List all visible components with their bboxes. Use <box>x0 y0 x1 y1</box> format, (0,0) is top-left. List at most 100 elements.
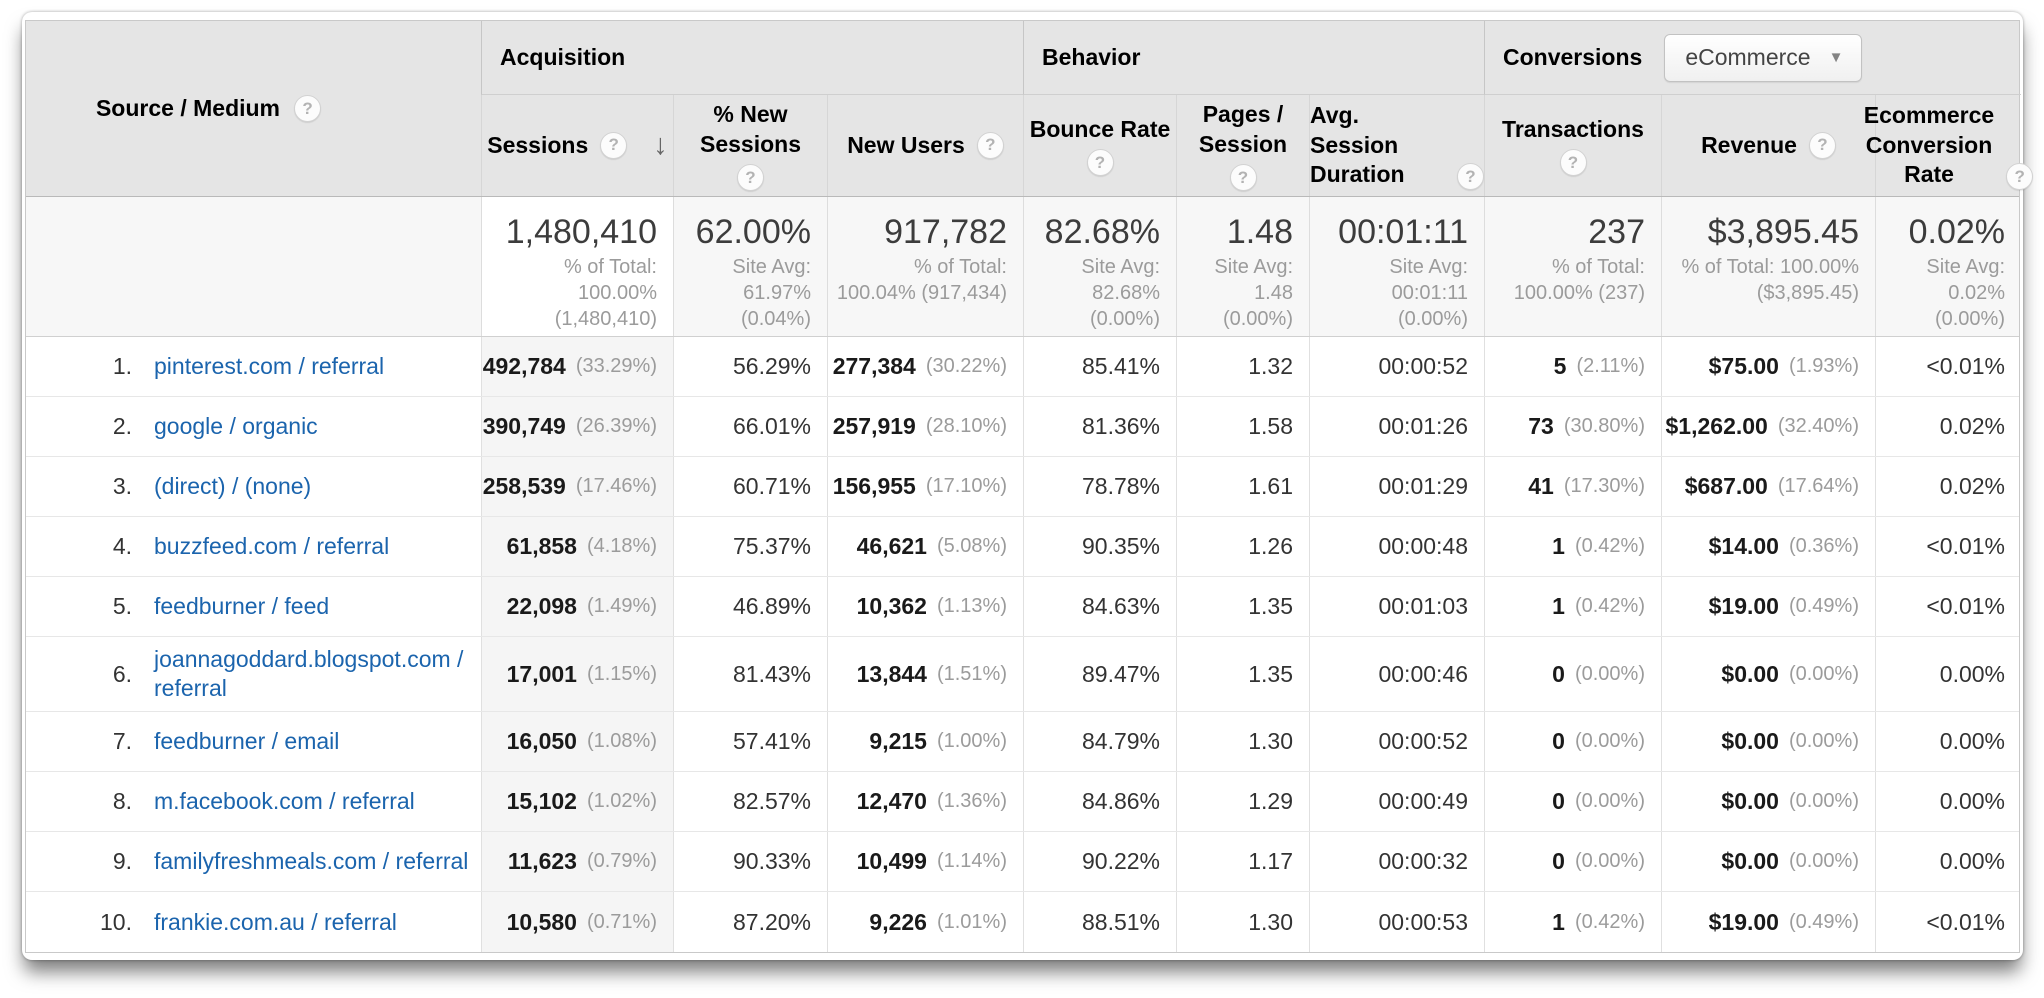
new-users-cell: 257,919 (28.10%) <box>827 397 1023 456</box>
pages-session-cell: 1.58 <box>1176 397 1309 456</box>
pages-session-cell: 1.17 <box>1176 832 1309 891</box>
totals-ecommerce-conversion-rate: 0.02% Site Avg: 0.02% (0.00%) <box>1875 197 2021 336</box>
acquisition-label: Acquisition <box>500 44 626 70</box>
revenue-cell: $14.00 (0.36%) <box>1661 517 1875 576</box>
totals-avg-session-duration-value: 00:01:11 <box>1338 213 1468 251</box>
help-icon[interactable]: ? <box>294 95 322 122</box>
bounce-rate-cell: 78.78% <box>1023 457 1176 516</box>
new-users-share: (1.00%) <box>936 730 1007 752</box>
transactions-value: 1 <box>1552 593 1565 619</box>
source-medium-link[interactable]: buzzfeed.com / referral <box>154 533 390 560</box>
new-users-share: (1.14%) <box>936 850 1007 872</box>
totals-bounce-rate: 82.68% Site Avg: 82.68% (0.00%) <box>1023 197 1176 336</box>
row-rank: 8. <box>112 788 132 814</box>
analytics-data-table: Source / Medium ? Acquisition Behavior C… <box>25 20 2034 953</box>
revenue-share: (17.64%) <box>1777 475 1859 497</box>
sessions-share: (1.08%) <box>586 730 657 752</box>
table-row: 7. feedburner / email 16,050 (1.08%) 57.41… <box>26 712 2019 772</box>
new-users-cell: 9,226 (1.01%) <box>827 892 1023 952</box>
source-medium-link[interactable]: familyfreshmeals.com / referral <box>154 848 469 875</box>
sort-descending-icon[interactable]: ↓ <box>653 128 668 161</box>
avg-session-duration-value: 00:00:32 <box>1378 848 1468 874</box>
source-medium-link[interactable]: (direct) / (none) <box>154 473 312 500</box>
pages-session-value: 1.30 <box>1248 908 1293 935</box>
avg-session-duration-value: 00:00:53 <box>1378 908 1468 935</box>
totals-avg-session-duration-subtext: Site Avg: 00:01:11 (0.00%) <box>1389 256 1468 331</box>
source-medium-link[interactable]: feedburner / feed <box>154 593 330 620</box>
bounce-rate-value: 78.78% <box>1081 473 1160 499</box>
ecommerce-conversion-rate-value: 0.00% <box>1939 788 2005 814</box>
ecommerce-conversion-rate-cell: <0.01% <box>1875 517 2021 576</box>
column-header-pct-new-sessions[interactable]: % New Sessions ? <box>673 95 827 196</box>
new-users-cell: 46,621 (5.08%) <box>827 517 1023 576</box>
sessions-cell: 11,623 (0.79%) <box>481 832 673 891</box>
help-icon[interactable]: ? <box>2006 163 2034 191</box>
pages-session-value: 1.29 <box>1248 788 1293 814</box>
column-header-new-users[interactable]: New Users ? <box>827 95 1023 196</box>
revenue-share: (0.00%) <box>1788 730 1859 752</box>
column-header-bounce-rate[interactable]: Bounce Rate ? <box>1023 95 1176 196</box>
source-medium-link[interactable]: pinterest.com / referral <box>154 353 385 380</box>
help-icon[interactable]: ? <box>1808 131 1836 159</box>
revenue-value: $0.00 <box>1721 788 1779 814</box>
source-medium-cell: 5. feedburner / feed <box>26 577 481 636</box>
revenue-share: (0.00%) <box>1788 850 1859 872</box>
pct-new-sessions-cell: 56.29% <box>673 337 827 396</box>
sessions-cell: 492,784 (33.29%) <box>481 337 673 396</box>
sessions-share: (0.79%) <box>586 850 657 872</box>
source-medium-link[interactable]: joannagoddard.blogspot.com / referral <box>154 646 464 701</box>
source-medium-link[interactable]: frankie.com.au / referral <box>154 908 397 935</box>
transactions-cell: 0 (0.00%) <box>1484 772 1661 831</box>
help-icon[interactable]: ? <box>1457 163 1484 191</box>
sessions-share: (1.15%) <box>586 662 657 685</box>
row-rank: 4. <box>112 533 132 559</box>
new-users-cell: 10,499 (1.14%) <box>827 832 1023 891</box>
transactions-cell: 41 (17.30%) <box>1484 457 1661 516</box>
avg-session-duration-value: 00:00:46 <box>1378 660 1468 687</box>
new-users-share: (1.36%) <box>936 790 1007 812</box>
table-row: 4. buzzfeed.com / referral 61,858 (4.18%) … <box>26 517 2019 577</box>
help-icon[interactable]: ? <box>1086 149 1114 177</box>
conversions-type-dropdown[interactable]: eCommerce ▼ <box>1664 33 1863 82</box>
bounce-rate-cell: 88.51% <box>1023 892 1176 952</box>
source-medium-link[interactable]: m.facebook.com / referral <box>154 788 415 815</box>
screenshot-frame: Source / Medium ? Acquisition Behavior C… <box>22 12 2034 960</box>
pct-new-sessions-value: 60.71% <box>732 473 811 499</box>
transactions-cell: 1 (0.42%) <box>1484 517 1661 576</box>
transactions-value: 1 <box>1552 908 1565 935</box>
transactions-share: (0.42%) <box>1574 535 1645 557</box>
new-users-share: (1.51%) <box>936 662 1007 685</box>
help-icon[interactable]: ? <box>737 164 764 192</box>
transactions-value: 1 <box>1552 533 1565 559</box>
column-header-source-medium[interactable]: Source / Medium ? <box>26 21 481 196</box>
new-users-value: 156,955 <box>832 473 916 499</box>
help-icon[interactable]: ? <box>976 131 1004 159</box>
column-header-pages-session[interactable]: Pages / Session ? <box>1176 95 1309 196</box>
pct-new-sessions-value: 82.57% <box>732 788 811 814</box>
help-icon[interactable]: ? <box>600 132 628 159</box>
sessions-value: 15,102 <box>506 788 577 814</box>
ecommerce-conversion-rate-value: <0.01% <box>1926 533 2005 559</box>
column-header-transactions[interactable]: Transactions ? <box>1484 95 1661 196</box>
transactions-value: 0 <box>1552 788 1565 814</box>
column-header-sessions[interactable]: Sessions ? ↓ <box>481 95 673 196</box>
source-medium-link[interactable]: google / organic <box>154 413 318 440</box>
help-icon[interactable]: ? <box>1559 149 1587 177</box>
totals-pages-session: 1.48 Site Avg: 1.48 (0.00%) <box>1176 197 1309 336</box>
column-header-ecommerce-conversion-rate[interactable]: Ecommerce Conversion Rate ? <box>1864 95 2034 196</box>
help-icon[interactable]: ? <box>1229 164 1257 192</box>
transactions-cell: 0 (0.00%) <box>1484 712 1661 771</box>
column-header-revenue[interactable]: Revenue ? <box>1661 95 1875 196</box>
revenue-value: $687.00 <box>1684 473 1768 499</box>
revenue-share: (0.49%) <box>1788 910 1859 933</box>
ecommerce-conversion-rate-cell: <0.01% <box>1875 577 2021 636</box>
source-medium-link[interactable]: feedburner / email <box>154 728 340 755</box>
avg-session-duration-cell: 00:00:48 <box>1309 517 1484 576</box>
pct-new-sessions-cell: 66.01% <box>673 397 827 456</box>
ecommerce-conversion-rate-value: <0.01% <box>1926 353 2005 379</box>
sessions-value: 492,784 <box>482 353 566 379</box>
pages-session-cell: 1.29 <box>1176 772 1309 831</box>
ecommerce-conversion-rate-header-label: Ecommerce Conversion Rate <box>1863 101 1995 188</box>
totals-new-users-subtext: % of Total: 100.04% (917,434) <box>836 256 1007 305</box>
column-header-avg-session-duration[interactable]: Avg. Session Duration ? <box>1309 95 1484 196</box>
